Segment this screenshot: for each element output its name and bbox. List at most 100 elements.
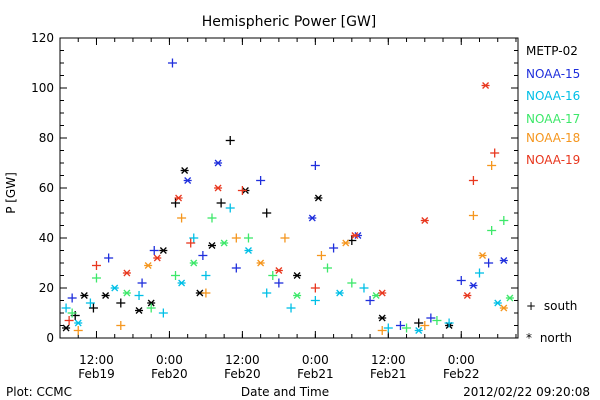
marker-legend-north: * north	[526, 331, 572, 345]
y-tick-label: 40	[39, 231, 54, 245]
star-stroke	[220, 239, 228, 247]
point-noaa-18-north	[341, 239, 350, 247]
point-noaa-18-south	[377, 326, 387, 335]
marker-legend-south-label: south	[543, 299, 578, 313]
point-noaa-16-south	[85, 298, 95, 308]
point-metp-02-north	[378, 314, 387, 322]
star-stroke	[314, 194, 322, 202]
x-axis: 12:00Feb190:00Feb2012:00Feb200:00Feb2112…	[77, 38, 517, 381]
star-stroke	[175, 194, 183, 202]
point-noaa-17-north	[122, 289, 131, 297]
point-noaa-18-south	[316, 251, 326, 260]
point-noaa-18-north	[144, 262, 153, 269]
point-noaa-15-south	[149, 246, 159, 255]
star-stroke	[257, 259, 265, 267]
point-noaa-18-south	[116, 321, 126, 330]
point-noaa-16-south	[474, 268, 484, 278]
point-noaa-19-south	[490, 148, 500, 158]
point-metp-02-south	[116, 298, 126, 308]
point-noaa-17-south	[67, 308, 77, 318]
point-noaa-16-south	[262, 288, 272, 298]
chart-title: Hemispheric Power [GW]	[201, 14, 377, 30]
point-noaa-19-south	[186, 238, 196, 248]
point-noaa-19-north	[122, 269, 131, 277]
point-metp-02-south	[262, 208, 272, 218]
star-stroke	[123, 269, 131, 277]
y-axis: 0 20 40 60 80 100 120	[31, 31, 518, 345]
star-stroke	[153, 254, 161, 262]
point-noaa-15-south	[365, 296, 375, 305]
star-stroke	[190, 259, 198, 267]
x-tick-time-label: 12:00	[371, 353, 406, 367]
point-metp-02-north	[80, 292, 89, 299]
star-stroke	[308, 214, 316, 222]
point-noaa-18-south	[487, 161, 497, 170]
point-noaa-15-north	[499, 257, 508, 264]
point-noaa-18-south	[420, 321, 430, 330]
point-noaa-19-south	[237, 186, 247, 195]
point-noaa-16-south	[310, 296, 320, 305]
point-noaa-17-south	[499, 216, 509, 225]
point-metp-02-north	[101, 292, 110, 299]
point-noaa-17-south	[91, 273, 101, 283]
legend-entry-metp-02: METP-02	[526, 44, 578, 58]
point-noaa-16-north	[335, 289, 344, 297]
y-tick-label: 80	[39, 131, 54, 145]
star-stroke	[214, 159, 222, 167]
point-noaa-19-north	[153, 254, 162, 262]
point-metp-02-north	[135, 307, 144, 314]
point-noaa-15-south	[167, 58, 177, 68]
point-noaa-19-north	[463, 292, 472, 299]
plot-timestamp: 2012/02/22 09:20:08	[463, 385, 590, 399]
point-noaa-16-south	[225, 203, 235, 213]
x-tick-time-label: 12:00	[79, 353, 114, 367]
star-stroke	[372, 292, 380, 299]
legend-entry-noaa-18: NOAA-18	[526, 131, 581, 145]
point-noaa-19-north	[378, 289, 387, 297]
x-tick-time-label: 0:00	[448, 353, 475, 367]
x-tick-date-label: Feb22	[443, 367, 480, 381]
point-noaa-19-north	[214, 184, 223, 192]
point-noaa-16-north	[414, 327, 423, 334]
point-noaa-19-south	[64, 316, 74, 325]
point-metp-02-south	[225, 136, 235, 145]
star-stroke	[181, 167, 189, 174]
star-stroke	[196, 289, 204, 297]
point-noaa-17-south	[347, 278, 357, 288]
point-metp-02-south	[414, 318, 424, 328]
star-stroke	[214, 184, 222, 192]
point-noaa-16-south	[134, 291, 144, 300]
point-noaa-18-north	[256, 259, 265, 267]
point-metp-02-south	[171, 198, 181, 208]
y-axis-label: P [GW]	[4, 172, 18, 214]
star-stroke	[293, 292, 301, 299]
point-noaa-17-south	[207, 213, 217, 223]
point-noaa-15-north	[308, 214, 317, 222]
y-tick-label: 20	[39, 281, 54, 295]
point-noaa-19-north	[481, 82, 490, 89]
point-noaa-15-south	[310, 161, 320, 170]
point-noaa-19-north	[420, 217, 429, 224]
point-noaa-19-north	[350, 232, 359, 239]
x-axis-label: Date and Time	[240, 385, 330, 399]
star-stroke	[351, 232, 359, 239]
data-points	[61, 58, 514, 335]
point-noaa-17-south	[171, 271, 181, 280]
star-stroke	[421, 217, 429, 224]
plot-credit: Plot: CCMC	[6, 385, 72, 399]
point-noaa-16-south	[201, 271, 211, 280]
point-noaa-16-north	[244, 247, 253, 254]
y-tick-label: 120	[31, 31, 54, 45]
star-stroke	[506, 294, 514, 302]
star-stroke	[469, 282, 477, 289]
star-stroke	[275, 267, 283, 274]
y-tick-label: 100	[31, 81, 54, 95]
point-noaa-17-south	[146, 303, 156, 313]
point-noaa-16-north	[177, 279, 186, 287]
point-noaa-18-south	[468, 211, 478, 220]
point-noaa-15-north	[214, 159, 223, 167]
star-stroke	[336, 289, 344, 297]
star-stroke	[184, 177, 192, 184]
legend-entry-noaa-16: NOAA-16	[526, 89, 581, 103]
